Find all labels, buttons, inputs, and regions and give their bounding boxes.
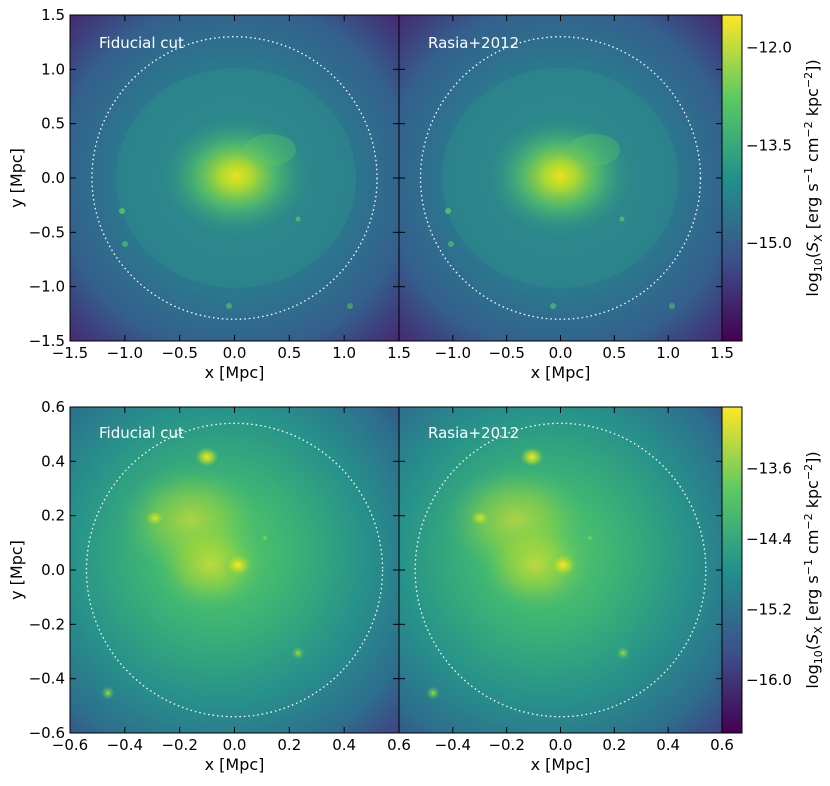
top-right-aperture-circle [419,36,702,320]
bottom-right-label: Rasia+2012 [428,424,519,442]
bottom-left-ytick-label: 0.0 [41,561,65,579]
top-right-clump [550,303,556,309]
bottom-left-panel [70,407,399,733]
top-right-xtick-label: 1.5 [710,344,734,362]
bottom-left-xlabel: x [Mpc] [205,755,265,774]
top-right-xtick-label: 0.0 [549,344,573,362]
bottom-left-xtick-label: −0.6 [52,736,88,754]
bottom-left-small-clump [101,686,115,700]
bottom-left-xtick-label: 0.6 [387,736,411,754]
bottom-right-xtick-label: 0.0 [549,736,573,754]
bottom-right-bright-clump [520,447,544,467]
bottom-right-bright-clump [549,553,577,577]
colorbar-tick-label: −13.6 [746,460,792,478]
bottom-right-small-clump [426,686,440,700]
top-right-clump [669,303,675,309]
bottom-left-bright-clump [224,553,252,577]
colorbar-tick-label: −15.2 [746,601,792,619]
top-right-substructure [568,134,620,166]
overlay-layer: Fiducial cut −1.5 −1.0 −0.5 0.0 0.5 1.0 1.5 −1.5… [7,6,825,774]
bottom-right-xtick-label: 0.4 [656,736,680,754]
bottom-right-panel [399,407,722,733]
top-left-xtick-label: −1.0 [107,344,143,362]
colorbar-tick-label: −16.0 [746,671,792,689]
bottom-left-ytick-label: 0.4 [41,452,65,470]
top-right-label: Rasia+2012 [428,34,519,52]
top-colorbar [721,14,743,342]
top-left-ytick-label: 1.0 [41,60,65,78]
bottom-left-ytick-label: −0.6 [29,724,65,742]
bottom-right-small-clump [616,646,630,660]
colorbar-tick-label: −13.5 [746,136,792,154]
top-left-clump [295,216,301,222]
bottom-right-aperture-circle [414,422,707,718]
top-left-ytick-label: −0.5 [29,223,65,241]
top-left-ytick-label: −1.5 [29,332,65,350]
top-colorbar-label: log10(SX [erg s−1 cm−2 kpc−2]) [802,59,825,296]
top-left-xtick-label: 1.5 [387,344,411,362]
top-left-xlabel: x [Mpc] [205,363,265,382]
bottom-left-bright-clump [145,510,165,526]
top-left-aperture-circle [91,36,378,320]
top-right-xtick-label: 0.5 [602,344,626,362]
top-right-panel [399,15,722,341]
top-left-clump [347,303,353,309]
top-left-panel [70,15,399,341]
bottom-left-ytick-label: 0.6 [41,398,65,416]
bottom-ylabel: y [Mpc] [7,540,26,600]
bottom-left-xtick-label: 0.4 [332,736,356,754]
top-left-xtick-label: 0.5 [277,344,301,362]
bottom-right-diffuse-emission [480,520,590,610]
bottom-left-bright-clump [195,447,219,467]
bottom-left-xtick-label: −0.4 [107,736,143,754]
top-right-xtick-label: −0.5 [488,344,524,362]
top-left-ytick-label: 0.5 [41,115,65,133]
bottom-colorbar-label: log10(SX [erg s−1 cm−2 kpc−2]) [802,451,825,688]
top-left-xtick-label: 0.0 [223,344,247,362]
top-left-xtick-label: −0.5 [161,344,197,362]
bottom-left-xtick-label: 0.2 [277,736,301,754]
top-left-xtick-label: 1.0 [332,344,356,362]
top-right-core [484,114,636,238]
colorbar-tick-label: −15.0 [746,234,792,252]
bottom-left-ytick-label: −0.4 [29,670,65,688]
bottom-left-small-clump [291,646,305,660]
top-right-clump [445,208,451,214]
top-right-xtick-label: −1.0 [435,344,471,362]
bottom-left-label: Fiducial cut [99,424,184,442]
bottom-right-xlabel: x [Mpc] [531,755,591,774]
bottom-left-small-clump [261,534,269,542]
bottom-right-xtick-label: −0.4 [435,736,471,754]
top-left-label: Fiducial cut [99,34,184,52]
bottom-right-xtick-label: −0.2 [488,736,524,754]
bottom-right-xtick-label: 0.6 [710,736,734,754]
top-left-ytick-label: 0.0 [41,169,65,187]
top-left-substructure [244,134,296,166]
top-left-clump [226,303,232,309]
bottom-left-ytick-label: 0.2 [41,507,65,525]
bottom-right-small-clump [586,534,594,542]
top-left-clump [122,241,128,247]
colorbar-tick-label: −14.4 [746,530,792,548]
top-right-clump [619,216,625,222]
top-left-core [158,114,314,238]
bottom-left-xtick-label: 0.0 [223,736,247,754]
bottom-left-diffuse-emission [155,520,265,610]
top-left-clump [119,208,125,214]
bottom-left-aperture-circle [85,422,384,718]
bottom-colorbar [721,406,743,734]
top-left-ytick-label: 1.5 [41,6,65,24]
top-left-ytick-label: −1.0 [29,278,65,296]
bottom-right-bright-clump [470,510,490,526]
bottom-left-xtick-label: −0.2 [161,736,197,754]
top-right-clump [448,241,454,247]
colorbar-tick-label: −12.0 [746,39,792,57]
top-right-xlabel: x [Mpc] [531,363,591,382]
top-left-xtick-label: −1.5 [52,344,88,362]
bottom-right-xtick-label: 0.2 [602,736,626,754]
bottom-left-ytick-label: −0.2 [29,615,65,633]
top-right-xtick-label: 1.0 [656,344,680,362]
top-ylabel: y [Mpc] [7,148,26,208]
